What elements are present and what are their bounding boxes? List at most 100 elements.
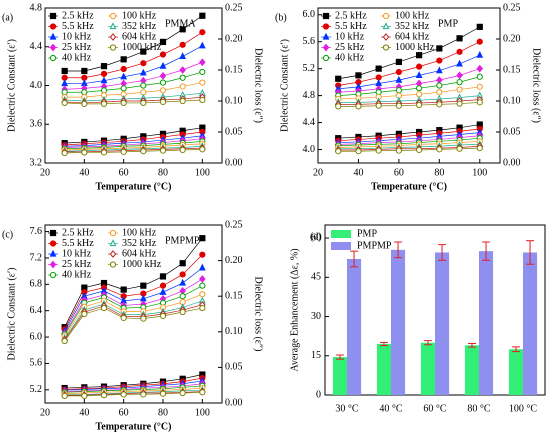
- marker: [100, 392, 108, 399]
- marker: [109, 12, 117, 20]
- marker: [61, 67, 68, 75]
- marker: [179, 83, 186, 90]
- y-tick-label: 5.2: [30, 384, 43, 395]
- x-tick-label: 20: [40, 407, 50, 418]
- marker: [476, 50, 484, 58]
- marker: [375, 147, 382, 154]
- x-tick-label: 60: [394, 167, 404, 178]
- panel-label: (a): [2, 12, 13, 23]
- marker: [476, 73, 483, 80]
- constant-line: [64, 99, 203, 105]
- loss-line: [64, 391, 203, 397]
- marker: [61, 337, 68, 345]
- marker: [120, 148, 127, 155]
- legend-label: 5.5 kHz: [62, 21, 94, 32]
- marker: [159, 98, 167, 106]
- marker: [100, 304, 108, 312]
- marker: [456, 79, 463, 86]
- marker: [456, 71, 463, 80]
- y2-tick-label: 0.25: [225, 2, 243, 13]
- marker: [49, 260, 57, 269]
- marker: [436, 101, 443, 108]
- constant-line: [64, 45, 203, 84]
- marker: [375, 79, 383, 87]
- marker: [120, 391, 127, 398]
- x-tick-label: 40: [79, 167, 89, 178]
- marker: [382, 33, 390, 41]
- marker: [322, 32, 330, 40]
- marker: [140, 60, 147, 67]
- marker: [140, 48, 147, 55]
- marker: [179, 146, 186, 154]
- y-tick-label: 5.6: [303, 36, 316, 47]
- loss-line: [64, 138, 203, 148]
- y-tick-label: 3.6: [30, 119, 43, 130]
- loss-line: [64, 140, 203, 150]
- x-tick-label: 80 °C: [467, 403, 490, 414]
- marker: [120, 65, 127, 73]
- marker: [456, 59, 463, 67]
- marker: [120, 56, 127, 63]
- bar: [420, 342, 435, 395]
- legend-label: 25 kHz: [335, 42, 365, 53]
- legend-label: 1000 kHz: [122, 259, 162, 270]
- plot-frame: [44, 224, 223, 404]
- legend-label: 40 kHz: [62, 269, 92, 280]
- y-axis-label: Dielectric Constant (ε′): [6, 267, 17, 360]
- marker: [109, 239, 117, 247]
- marker: [382, 22, 390, 30]
- legend-label: 604 kHz: [122, 31, 157, 42]
- y2-tick-label: 0.05: [225, 362, 243, 373]
- marker: [476, 83, 483, 90]
- marker: [159, 312, 167, 320]
- legend-label: 10 kHz: [335, 31, 365, 42]
- marker: [179, 260, 186, 267]
- x-tick-label: 80: [158, 407, 168, 418]
- marker: [159, 288, 167, 295]
- marker: [436, 146, 443, 153]
- loss-line: [64, 385, 203, 393]
- y2-tick-label: 0.25: [225, 219, 243, 230]
- marker: [355, 148, 362, 155]
- marker: [120, 286, 127, 293]
- x-tick-label: 40: [353, 167, 363, 178]
- marker: [199, 304, 206, 312]
- x-tick-label: 100: [195, 407, 210, 418]
- legend-label: 25 kHz: [62, 259, 92, 270]
- marker: [100, 63, 108, 70]
- marker: [335, 148, 342, 155]
- chart-title: PMMA: [165, 18, 196, 29]
- marker: [199, 96, 206, 104]
- marker: [322, 43, 330, 52]
- constant-line: [64, 96, 203, 104]
- legend-label: 604 kHz: [122, 248, 157, 259]
- loss-line: [64, 391, 203, 396]
- x-axis-label: Temperature (°C): [96, 421, 172, 432]
- marker: [140, 391, 147, 398]
- x-tick-label: 30 °C: [335, 403, 358, 414]
- marker: [179, 66, 186, 74]
- marker: [139, 294, 147, 302]
- y-tick-label: 5.6: [30, 358, 43, 369]
- constant-line: [338, 101, 480, 107]
- marker: [199, 275, 206, 283]
- loss-line: [64, 143, 203, 151]
- marker: [49, 12, 57, 20]
- marker: [49, 240, 57, 247]
- y-tick-label: 6.4: [30, 305, 43, 316]
- panel-label: (c): [2, 229, 13, 240]
- marker: [322, 12, 330, 20]
- marker: [179, 308, 186, 316]
- marker: [159, 390, 167, 397]
- y-tick-label: 7.6: [30, 226, 43, 237]
- x-axis-label: Temperature (°C): [371, 181, 447, 192]
- y2-axis-label: Dielectric loss (ε″): [253, 48, 264, 123]
- marker: [81, 310, 88, 318]
- legend-label: 100 kHz: [122, 10, 157, 21]
- marker: [436, 57, 443, 64]
- y2-tick-label: 0.00: [503, 157, 521, 168]
- x-tick-label: 20: [313, 167, 323, 178]
- constant-line: [64, 237, 203, 328]
- constant-line: [338, 95, 480, 103]
